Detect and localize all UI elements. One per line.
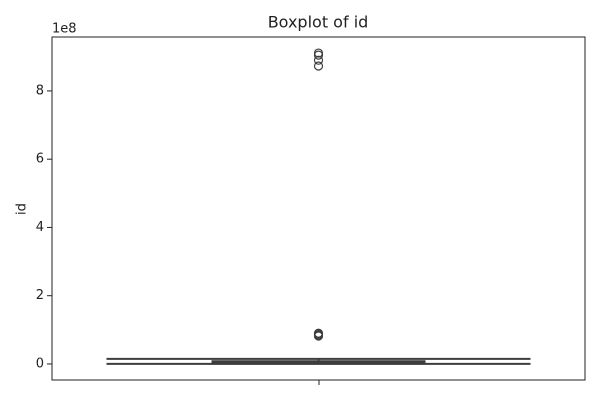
outlier: [313, 48, 324, 58]
y-tick-label: 4: [36, 220, 44, 235]
y-tick-label: 6: [36, 152, 44, 167]
offset-label: 1e8: [52, 22, 77, 37]
y-tick-label: 2: [36, 288, 44, 303]
outlier: [313, 55, 324, 65]
outlier: [313, 328, 324, 338]
y-tick-label: 8: [36, 83, 44, 98]
outlier: [313, 61, 324, 71]
chart-title: Boxplot of id: [268, 13, 369, 32]
y-axis-label: id: [15, 203, 30, 215]
y-tick-label: 0: [36, 356, 44, 371]
plot-frame: [51, 36, 586, 381]
